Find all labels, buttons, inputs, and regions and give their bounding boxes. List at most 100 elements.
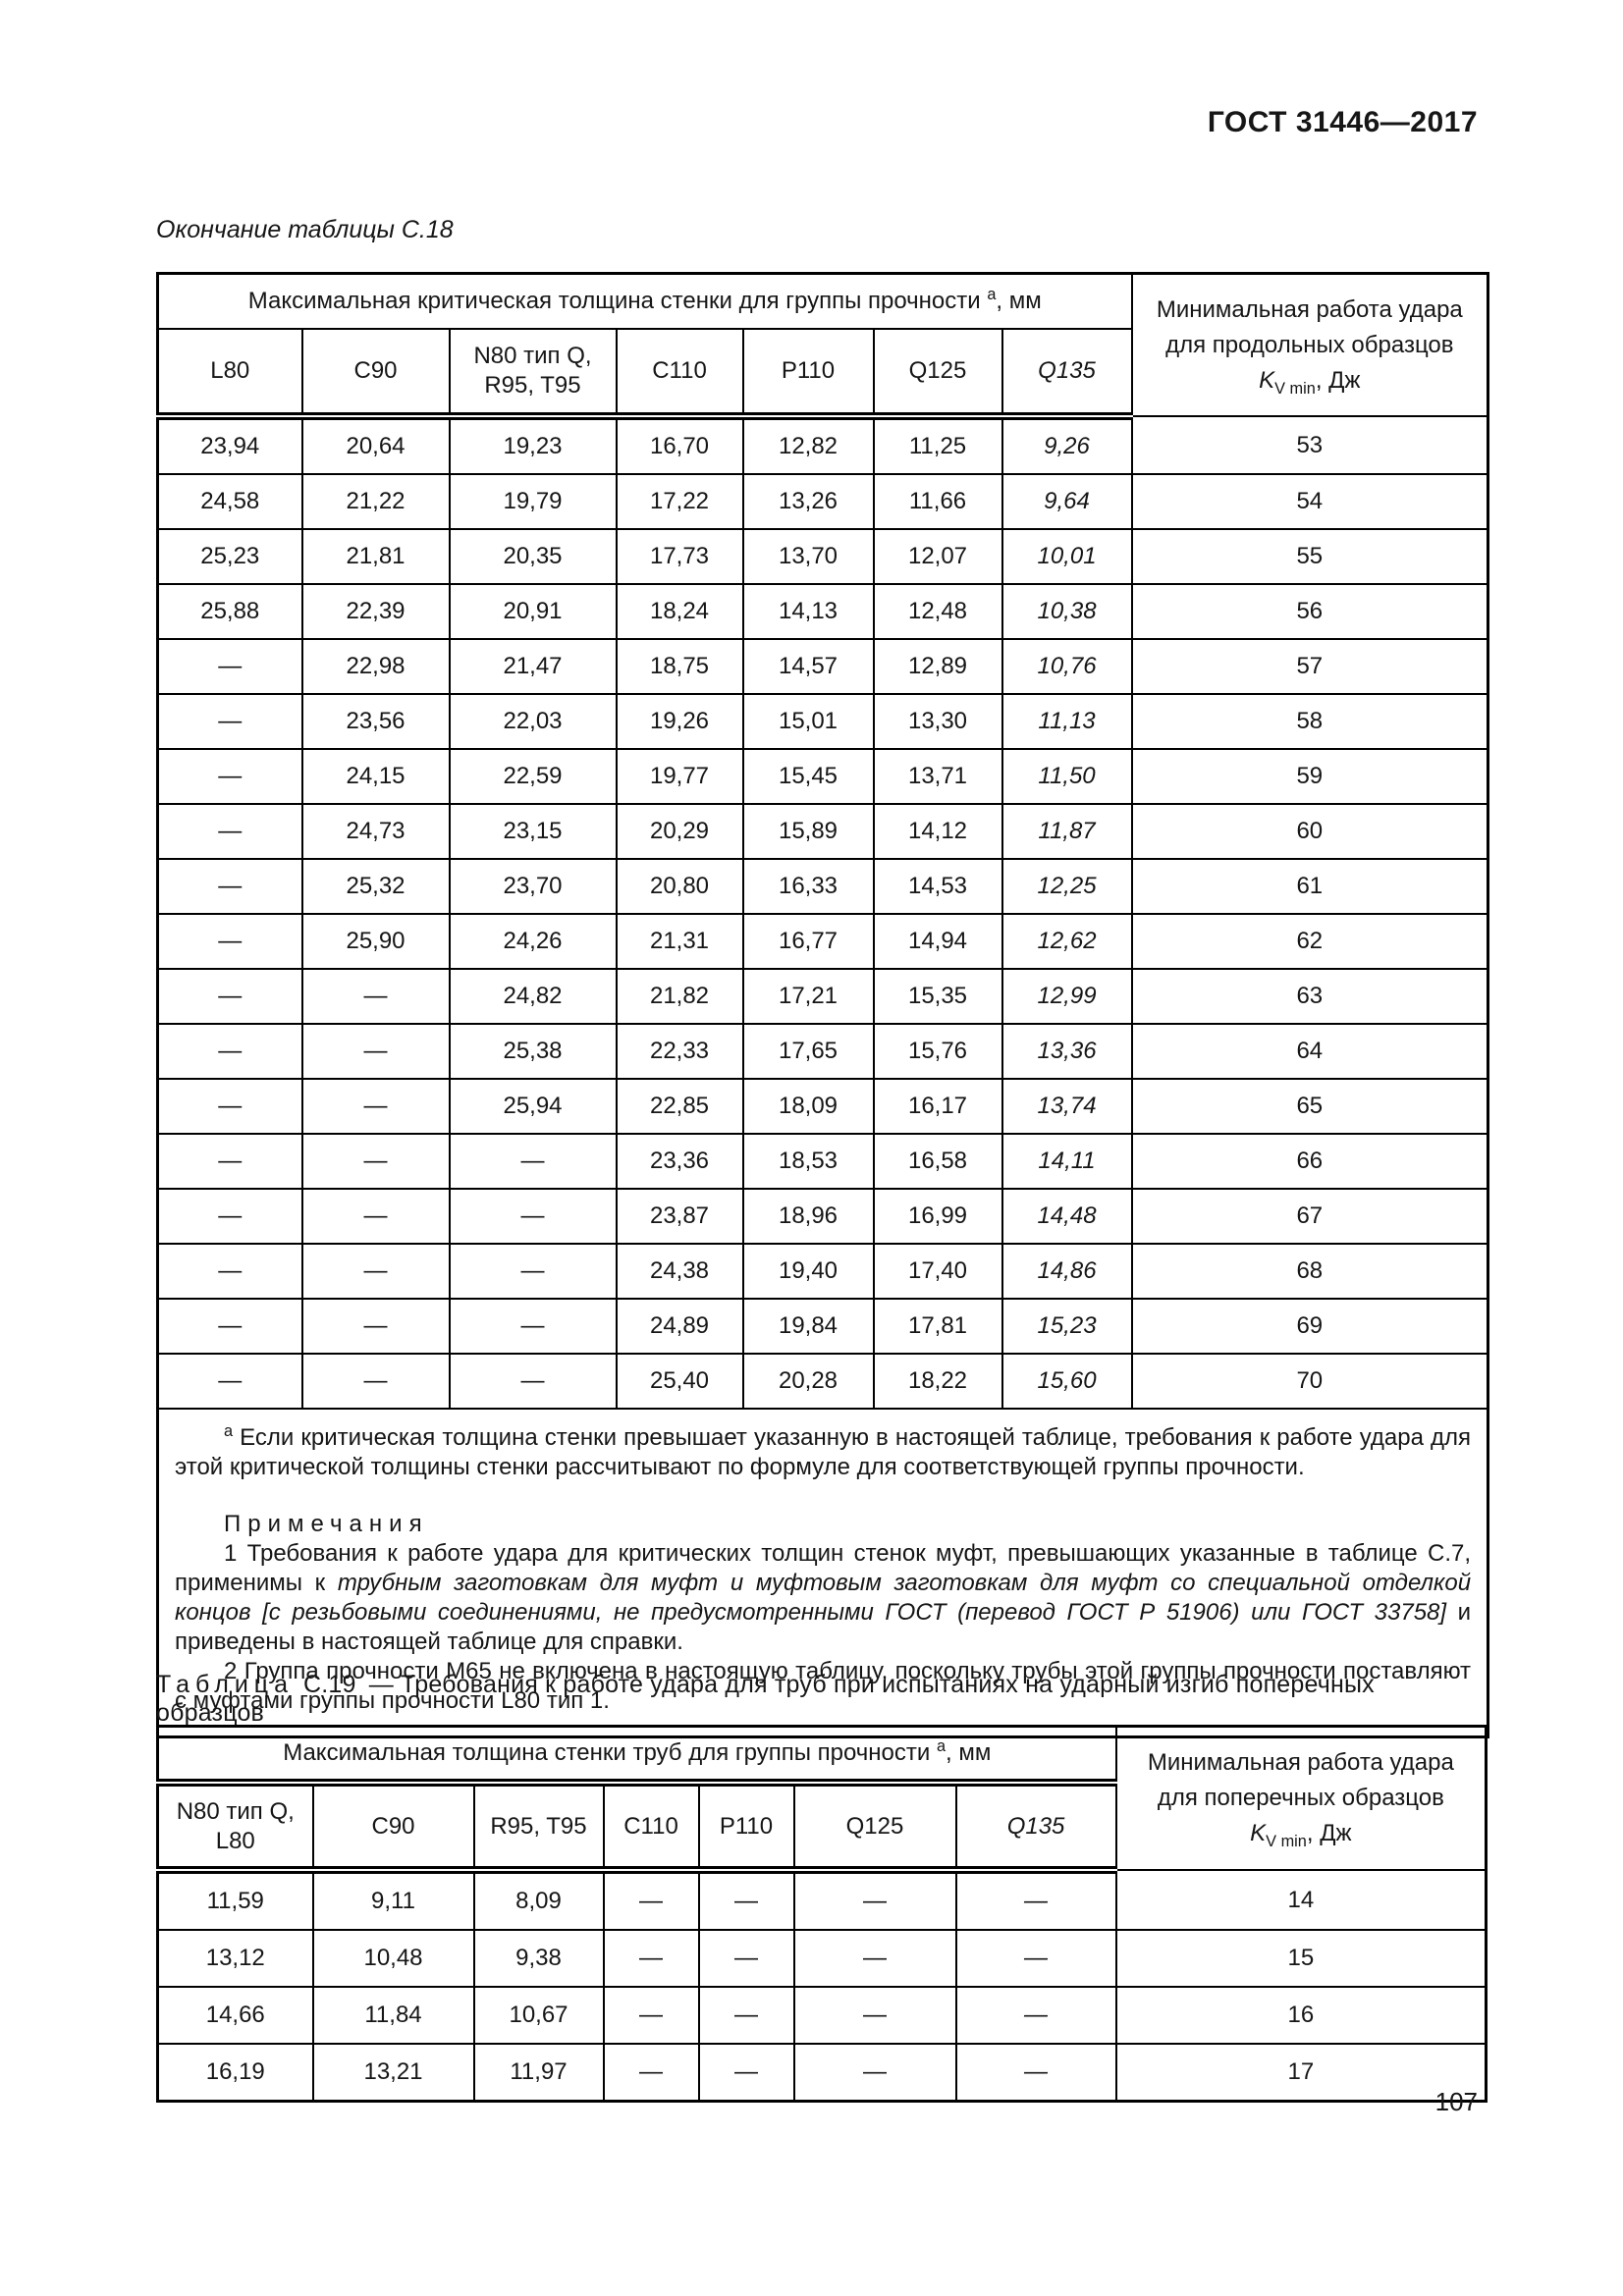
table-cell: 12,48 — [872, 583, 1003, 640]
table-cell: 8,09 — [472, 1869, 605, 1931]
table-cell: 16,58 — [872, 1133, 1003, 1190]
table-cell: 21,47 — [448, 638, 618, 695]
table-cell: 19,26 — [615, 693, 744, 750]
table-cell: 16,19 — [156, 2043, 314, 2103]
table-cell: 64 — [1130, 1023, 1489, 1080]
table-cell: 25,38 — [448, 1023, 618, 1080]
span-header: Максимальная критическая толщина стенки … — [156, 272, 1133, 330]
table-cell: — — [156, 803, 303, 860]
table-cell: 11,13 — [1001, 693, 1133, 750]
table-cell: 17,81 — [872, 1298, 1003, 1355]
table-cell: 55 — [1130, 528, 1489, 585]
table-cell: — — [300, 1243, 451, 1300]
table-row: —23,56 22,03 19,26 15,01 13,30 11,13 58 — [156, 693, 1489, 750]
table-cell: — — [156, 638, 303, 695]
col-header-c90: C90 — [300, 328, 451, 420]
table-cell: 25,40 — [615, 1353, 744, 1410]
note-1-text-end: и приведены в настоящей таблице для спра… — [175, 1599, 1472, 1655]
table-cell: — — [954, 1869, 1117, 1931]
table-cell: 17,22 — [615, 473, 744, 530]
table-cell: — — [954, 1986, 1117, 2045]
table-cell: 12,62 — [1001, 913, 1133, 970]
table-cell: 21,22 — [300, 473, 451, 530]
table-cell: — — [156, 1078, 303, 1135]
table-cell: 9,26 — [1001, 415, 1133, 475]
table-cell: — — [792, 2043, 957, 2103]
span-header: Максимальная толщина стенки труб для гру… — [156, 1725, 1117, 1787]
table-cell: 11,84 — [311, 1986, 475, 2045]
table-cell: 16,99 — [872, 1188, 1003, 1245]
table-row: 14,66 11,84 10,67— — — —16 — [156, 1986, 1488, 2045]
table-cell: 57 — [1130, 638, 1489, 695]
table-c18-footer: а Если критическая толщина стенки превыш… — [156, 1408, 1489, 1738]
table-cell: — — [300, 1078, 451, 1135]
table-cell: 15,45 — [741, 748, 875, 805]
table-cell: 11,66 — [872, 473, 1003, 530]
table-c19-body: 11,59 9,11 8,09— — — —14 13,12 10,48 9,38— — — —15 1… — [156, 1869, 1488, 2103]
table-cell: 59 — [1130, 748, 1489, 805]
table-cell: 19,23 — [448, 415, 618, 475]
kv-header-line1: Минимальная работа удара — [1156, 295, 1463, 323]
col-header-c90: C90 — [311, 1782, 475, 1874]
table-cell: 68 — [1130, 1243, 1489, 1300]
table-cell: 16 — [1114, 1986, 1488, 2045]
table-cell: — — [697, 1986, 795, 2045]
table-cell: 53 — [1130, 415, 1489, 475]
table-cell: — — [697, 2043, 795, 2103]
table-cell: 22,33 — [615, 1023, 744, 1080]
table-cell: — — [792, 1869, 957, 1931]
table-c19-caption-text: — Требования к работе удара для труб при… — [156, 1671, 1375, 1727]
table-cell: 9,64 — [1001, 473, 1133, 530]
table-cell: — — [156, 858, 303, 915]
table-row: 24,58 21,22 19,79 17,22 13,26 11,66 9,64 54 — [156, 473, 1489, 530]
table-cell: 9,11 — [311, 1869, 475, 1931]
kv-symbol: K — [1259, 366, 1275, 394]
table-cell: 16,70 — [615, 415, 744, 475]
footnote-text: Если критическая толщина стенки превышае… — [175, 1424, 1472, 1480]
table-cell: 13,36 — [1001, 1023, 1133, 1080]
table-cell: 14,48 — [1001, 1188, 1133, 1245]
col-header-q125: Q125 — [792, 1782, 957, 1874]
table-cell: 17,65 — [741, 1023, 875, 1080]
table-row: — — —24,38 19,40 17,40 14,86 68 — [156, 1243, 1489, 1300]
table-cell: 70 — [1130, 1353, 1489, 1410]
table-row: —25,32 23,70 20,80 16,33 14,53 12,25 61 — [156, 858, 1489, 915]
table-cell: — — [792, 1986, 957, 2045]
table-cell: 21,31 — [615, 913, 744, 970]
table-cell: 17,21 — [741, 968, 875, 1025]
table-cell: 24,26 — [448, 913, 618, 970]
col-header-c110: C110 — [615, 328, 744, 420]
table-cell: 65 — [1130, 1078, 1489, 1135]
table-cell: 60 — [1130, 803, 1489, 860]
table-cell: 67 — [1130, 1188, 1489, 1245]
table-cell: 63 — [1130, 968, 1489, 1025]
kv-header: Минимальная работа удара для поперечных … — [1114, 1725, 1488, 1871]
footnote-a: а Если критическая толщина стенки превыш… — [175, 1423, 1471, 1482]
table-cell: — — [156, 1023, 303, 1080]
table-cell: 16,17 — [872, 1078, 1003, 1135]
table-cell: 20,28 — [741, 1353, 875, 1410]
table-cell: 12,07 — [872, 528, 1003, 585]
table-cell: 12,99 — [1001, 968, 1133, 1025]
note-2: 2 Группа прочности М65 не включена в нас… — [175, 1658, 1472, 1714]
page-number: 107 — [1434, 2087, 1478, 2116]
table-cell: 17,40 — [872, 1243, 1003, 1300]
table-row: 23,94 20,64 19,23 16,70 12,82 11,25 9,26 53 — [156, 415, 1489, 475]
table-c18-header: Максимальная критическая толщина стенки … — [156, 272, 1489, 420]
table-cell: 14,57 — [741, 638, 875, 695]
table-row: — —25,94 22,85 18,09 16,17 13,74 65 — [156, 1078, 1489, 1135]
table-cell: 18,53 — [741, 1133, 875, 1190]
table-cell: 16,33 — [741, 858, 875, 915]
table-cell: 12,89 — [872, 638, 1003, 695]
col-header-p110: P110 — [697, 1782, 795, 1874]
table-cell: — — [156, 1133, 303, 1190]
table-cell: — — [156, 1353, 303, 1410]
table-cell: 20,91 — [448, 583, 618, 640]
table-cell: 15,23 — [1001, 1298, 1133, 1355]
table-row: — —24,82 21,82 17,21 15,35 12,99 63 — [156, 968, 1489, 1025]
table-row: —24,73 23,15 20,29 15,89 14,12 11,87 60 — [156, 803, 1489, 860]
table-cell: — — [300, 1188, 451, 1245]
span-header-unit: , мм — [996, 288, 1042, 314]
table-cell: 15,01 — [741, 693, 875, 750]
